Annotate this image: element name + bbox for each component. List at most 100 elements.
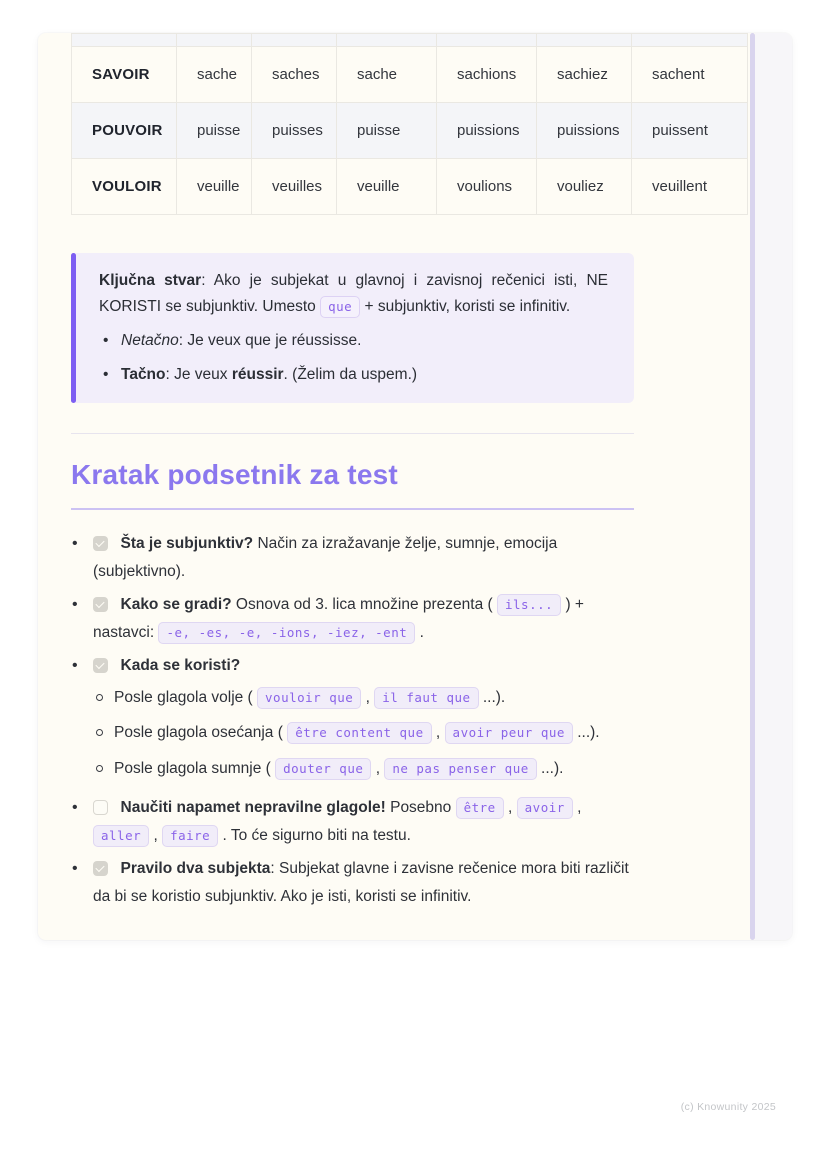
checkbox-unchecked[interactable] (93, 800, 108, 815)
checklist-item: Kada se koristi? Posle glagola volje ( v… (71, 652, 637, 782)
inline-code-chip: faire (162, 824, 219, 847)
inline-code-chip: -e, -es, -e, -ions, -iez, -ent (158, 621, 416, 644)
checkbox-checked[interactable] (93, 861, 108, 876)
table-row: POUVOIR puisse puisses puisse puissions … (71, 102, 748, 159)
callout-text: + subjunktiv, koristi se infinitiv. (360, 298, 571, 315)
inline-code-chip: être (455, 797, 504, 819)
checklist: Šta je subjunktiv? Način za izražavanje … (71, 530, 637, 910)
checklist-item: Kako se gradi? Osnova od 3. lica množine… (71, 591, 637, 646)
table-cell: sachent (631, 46, 748, 103)
table-cell-verb: POUVOIR (71, 102, 177, 159)
table-cell-clipped (176, 33, 252, 47)
section-heading: Kratak podsetnik za test (71, 458, 634, 510)
callout-accent-bar (71, 253, 76, 403)
table-cell: vouliez (536, 158, 632, 215)
table-cell-clipped (536, 33, 632, 47)
checklist-item-text: Osnova od 3. lica množine prezenta ( (231, 596, 497, 613)
inline-code-chip: être content que (287, 722, 432, 744)
table-cell-clipped (631, 33, 748, 47)
table-cell: sache (176, 46, 252, 103)
callout-list-item: Netačno: Je veux que je réussisse. (99, 328, 608, 354)
inline-code-chip: avoir peur que (444, 722, 573, 744)
table-cell-clipped (251, 33, 337, 47)
inline-code-chip: aller (93, 824, 150, 847)
callout-item-bold: réussir (231, 366, 284, 383)
inline-code-chip: que (320, 296, 361, 318)
scrollbar-thumb[interactable] (750, 33, 755, 940)
subitem-text: , (361, 688, 375, 706)
checklist-subitem: Posle glagola sumnje ( douter que , ne p… (93, 755, 637, 783)
checkbox-checked[interactable] (93, 658, 108, 673)
section-divider (71, 433, 634, 434)
inline-code-chip: ils... (497, 594, 562, 616)
callout-item-lead: Tačno (121, 366, 166, 383)
table-cell: voulions (436, 158, 537, 215)
table-cell: sachiez (536, 46, 632, 103)
table-cell: puisse (336, 102, 437, 159)
callout-key-point: Ključna stvar: Ako je subjekat u glavnoj… (71, 253, 634, 403)
callout-item-text: : Je veux que je réussisse. (178, 332, 362, 349)
scrollbar-track[interactable] (750, 33, 755, 940)
checklist-item-text: Način za izražavanje želje, sumnje, emoc… (93, 535, 558, 580)
checklist-sublist: Posle glagola volje ( vouloir que , il f… (93, 684, 637, 783)
table-cell: puissent (631, 102, 748, 159)
checklist-item-text: , (149, 826, 163, 844)
checklist-item-text: : Subjekat glavne i zavisne rečenice mor… (93, 860, 629, 905)
subitem-text: ...). (478, 688, 506, 706)
table-row-clipped (71, 33, 748, 47)
table-cell: veuille (336, 158, 437, 215)
table-cell: puissions (436, 102, 537, 159)
checklist-item-title: Šta je subjunktiv? (120, 535, 254, 552)
checklist-item-text: ) + nastavci: (93, 596, 584, 641)
subitem-text: , (431, 724, 445, 741)
table-row: VOULOIR veuille veuilles veuille voulion… (71, 158, 748, 215)
table-cell: sachions (436, 46, 537, 103)
table-cell: veuillent (631, 158, 748, 215)
copyright-footer: (c) Knowunity 2025 (680, 1101, 776, 1113)
checklist-item-text: , (572, 799, 582, 816)
table-cell-verb: SAVOIR (71, 46, 177, 103)
callout-item-text: : Je veux (165, 366, 232, 383)
subitem-text: Posle glagola volje ( (114, 688, 258, 706)
inline-code-chip: il faut que (374, 686, 479, 709)
table-cell: puisse (176, 102, 252, 159)
inline-code-chip: douter que (275, 757, 372, 780)
checklist-item-title: Naučiti napamet nepravilne glagole! (120, 799, 386, 816)
document-page: SAVOIR sache saches sache sachions sachi… (38, 33, 792, 940)
table-cell-clipped (336, 33, 437, 47)
subitem-text: Posle glagola osećanja ( (114, 724, 288, 741)
checklist-item-text: . (415, 623, 424, 641)
checklist-item-title: Kako se gradi? (120, 596, 232, 613)
checklist-item: Pravilo dva subjekta: Subjekat glavne i … (71, 855, 637, 910)
subitem-text: ...). (536, 759, 564, 777)
callout-item-text: . (Želim da uspem.) (283, 366, 418, 383)
checklist-subitem: Posle glagola osećanja ( être content qu… (93, 719, 637, 747)
checklist-item-title: Kada se koristi? (120, 657, 241, 674)
checklist-item-text: Posebno (385, 799, 456, 816)
callout-list-item: Tačno: Je veux réussir. (Želim da uspem.… (99, 362, 608, 388)
table-cell-verb: VOULOIR (71, 158, 177, 215)
table-cell: veuilles (251, 158, 337, 215)
checkbox-checked[interactable] (93, 597, 108, 612)
table-cell: veuille (176, 158, 252, 215)
table-cell-clipped (71, 33, 177, 47)
callout-paragraph: Ključna stvar: Ako je subjekat u glavnoj… (99, 268, 608, 320)
page-content: SAVOIR sache saches sache sachions sachi… (71, 33, 751, 916)
subitem-text: , (371, 759, 385, 777)
inline-code-chip: avoir (516, 797, 573, 819)
callout-title: Ključna stvar (99, 272, 202, 289)
inline-code-chip: vouloir que (257, 686, 362, 709)
table-cell-clipped (436, 33, 537, 47)
checkbox-checked[interactable] (93, 536, 108, 551)
checklist-subitem: Posle glagola volje ( vouloir que , il f… (93, 684, 637, 712)
table-cell: saches (251, 46, 337, 103)
subitem-text: Posle glagola sumnje ( (114, 759, 276, 777)
table-row: SAVOIR sache saches sache sachions sachi… (71, 46, 748, 103)
table-cell: sache (336, 46, 437, 103)
callout-item-lead: Netačno (121, 332, 179, 349)
callout-text: : Ako je subjekat u glavnoj i zavisnoj r… (99, 272, 608, 315)
page-right-margin (755, 33, 792, 940)
checklist-item-text: , (503, 799, 517, 816)
checklist-item: Naučiti napamet nepravilne glagole! Pose… (71, 794, 637, 849)
table-cell: puisses (251, 102, 337, 159)
